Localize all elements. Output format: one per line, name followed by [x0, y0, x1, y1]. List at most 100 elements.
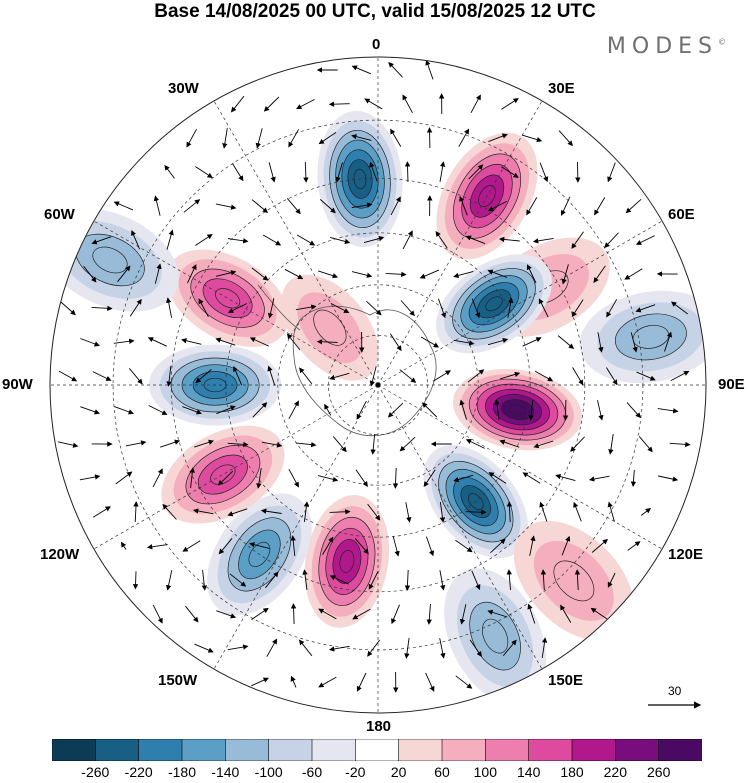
wind-arrow-icon — [166, 366, 172, 387]
wind-arrow-icon — [459, 604, 467, 625]
wind-arrow-icon — [604, 232, 619, 248]
wind-arrow-icon — [658, 475, 679, 482]
wind-arrow-icon — [354, 538, 369, 555]
meridian-label-150e: 150E — [548, 672, 584, 689]
wind-arrow-icon — [419, 269, 440, 279]
wind-arrow-icon — [186, 128, 197, 148]
wind-arrow-icon — [351, 202, 373, 209]
wind-arrow-icon — [195, 166, 213, 178]
wind-arrow-icon — [193, 508, 214, 515]
wind-arrow-icon — [369, 366, 377, 387]
wind-arrow-icon — [467, 369, 485, 383]
meridian-line — [213, 384, 379, 670]
wind-arrow-icon — [288, 400, 299, 420]
wind-arrow-icon — [498, 236, 520, 243]
wind-arrow-icon — [469, 639, 482, 657]
wind-arrow-icon — [227, 508, 248, 517]
wind-arrow-icon — [387, 402, 404, 418]
wind-arrow-icon — [471, 570, 481, 591]
wind-arrow-icon — [593, 265, 606, 283]
anomaly-center — [304, 495, 390, 628]
brand-text: MODES — [606, 34, 718, 59]
wind-arrow-icon — [288, 468, 299, 488]
meridian-line — [377, 384, 663, 550]
wind-arrow-icon — [298, 639, 313, 657]
wind-arrow-icon — [162, 503, 177, 520]
wind-arrow-icon — [624, 268, 643, 280]
wind-arrow-icon — [533, 440, 554, 449]
wind-arrow-icon — [522, 472, 541, 484]
wind-arrow-icon — [303, 161, 309, 183]
wind-arrow-icon — [534, 370, 554, 382]
wind-vectors — [57, 59, 691, 693]
wind-arrow-icon — [198, 298, 209, 318]
wind-arrow-icon — [521, 134, 543, 143]
wind-arrow-icon — [453, 339, 475, 346]
wind-arrow-icon — [233, 365, 243, 386]
wind-arrow-icon — [160, 439, 181, 448]
meridian-label-30e: 30E — [548, 80, 575, 97]
wind-arrow-icon — [594, 197, 606, 216]
wind-arrow-icon — [404, 638, 410, 659]
wind-arrow-icon — [164, 164, 175, 179]
anomaly-center — [444, 568, 547, 704]
colorbar-swatch — [95, 739, 140, 761]
wind-arrow-icon — [399, 369, 417, 383]
colorbar-tick-label: 100 — [473, 764, 497, 780]
wind-arrow-icon — [455, 675, 473, 689]
wind-arrow-icon — [670, 370, 690, 381]
meridian-line — [377, 384, 543, 670]
wind-arrow-icon — [182, 406, 202, 415]
wind-arrow-icon — [251, 677, 269, 687]
wind-arrow-icon — [507, 297, 514, 318]
wind-arrow-icon — [216, 405, 236, 415]
wind-arrow-icon — [329, 372, 350, 381]
colorbar-tick-label: -20 — [345, 764, 366, 780]
wind-arrow-icon — [332, 436, 347, 453]
colorbar-tick-label: -180 — [167, 764, 197, 780]
colorbar-swatch — [485, 739, 530, 761]
meridian-line — [213, 100, 379, 386]
wind-arrow-icon — [328, 101, 350, 107]
wind-arrow-icon — [635, 304, 656, 313]
wind-arrow-icon — [295, 304, 317, 311]
wind-arrow-icon — [404, 161, 411, 183]
wind-arrow-icon — [439, 502, 446, 523]
wind-arrow-icon — [318, 676, 337, 688]
wind-arrow-icon — [147, 337, 167, 347]
wind-arrow-icon — [435, 230, 448, 249]
wind-arrow-icon — [117, 265, 131, 283]
wind-arrow-icon — [630, 332, 638, 353]
wind-arrow-icon — [539, 501, 548, 522]
wind-arrow-icon — [506, 569, 512, 591]
wind-arrow-icon — [227, 441, 249, 448]
colorbar-swatch — [528, 739, 573, 761]
wind-arrow-icon — [425, 536, 435, 557]
wind-arrow-icon — [189, 467, 195, 488]
meridian-label-150w: 150W — [158, 672, 198, 689]
wind-arrow-icon — [132, 571, 139, 590]
wind-arrow-icon — [288, 129, 299, 148]
wind-arrow-icon — [166, 297, 173, 318]
wind-arrow-icon — [261, 441, 283, 448]
meridian-line — [93, 220, 379, 386]
wind-arrow-icon — [570, 436, 585, 452]
wind-arrow-icon — [113, 338, 135, 344]
wind-arrow-icon — [453, 270, 474, 279]
wind-arrow-icon — [608, 434, 614, 455]
wind-arrow-icon — [392, 467, 399, 489]
meridian-line — [377, 220, 663, 386]
wind-arrow-icon — [439, 570, 446, 591]
colorbar-swatch — [52, 739, 97, 761]
wind-arrow-icon — [499, 439, 520, 448]
wind-arrow-icon — [249, 542, 270, 549]
wind-arrow-icon — [538, 298, 549, 318]
wind-arrow-icon — [669, 441, 691, 448]
wind-arrow-icon — [501, 166, 519, 178]
wind-arrow-icon — [571, 231, 584, 249]
wind-arrow-icon — [458, 128, 470, 147]
wind-arrow-icon — [232, 163, 244, 182]
wind-arrow-icon — [572, 367, 584, 386]
wind-arrow-icon — [635, 235, 655, 245]
wind-arrow-icon — [295, 441, 317, 448]
